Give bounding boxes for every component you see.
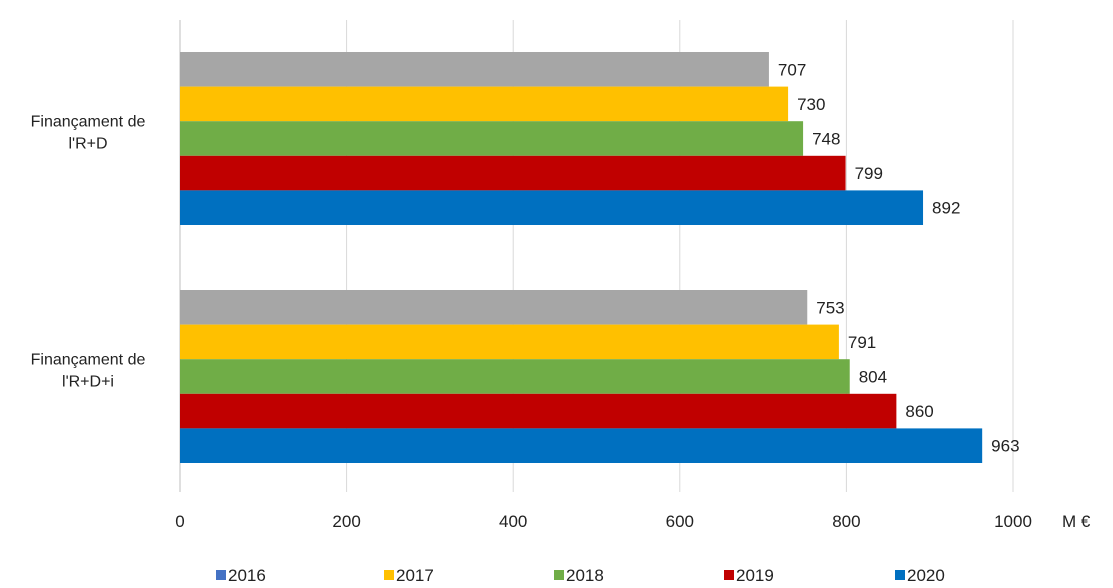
legend-item-2016: 2016 — [216, 566, 266, 585]
bars — [180, 52, 983, 463]
x-tick-label-600: 600 — [666, 512, 694, 531]
data-label-2018-cat2: 804 — [859, 368, 887, 387]
x-tick-label-0: 0 — [175, 512, 184, 531]
bar-2018-cat1 — [180, 121, 804, 156]
x-tick-label-200: 200 — [332, 512, 360, 531]
bar-2019-cat2 — [180, 393, 897, 429]
category-label-2: Finançament de l'R+D+i — [31, 352, 146, 391]
data-label-2016-cat2: 753 — [816, 298, 844, 317]
legend-item-2018: 2018 — [554, 566, 604, 585]
legend-label-2017: 2017 — [396, 566, 434, 585]
data-label-2018-cat1: 748 — [812, 130, 840, 149]
data-label-2016-cat1: 707 — [778, 60, 806, 79]
data-label-2020-cat2: 963 — [991, 437, 1019, 456]
legend-swatch-2020 — [895, 570, 905, 580]
bar-2020-cat1 — [180, 190, 924, 225]
legend-label-2019: 2019 — [736, 566, 774, 585]
bar-2019-cat1 — [180, 155, 846, 191]
bar-2017-cat2 — [180, 324, 839, 360]
x-axis-unit-label: M € — [1062, 512, 1091, 531]
bar-2020-cat2 — [180, 428, 983, 463]
legend: 2016 2017 2018 2019 2020 — [216, 566, 945, 585]
legend-label-2018: 2018 — [566, 566, 604, 585]
x-tick-label-1000: 1000 — [994, 512, 1032, 531]
legend-item-2020: 2020 — [895, 566, 945, 585]
x-tick-label-400: 400 — [499, 512, 527, 531]
data-label-2019-cat2: 860 — [905, 402, 933, 421]
legend-swatch-2018 — [554, 570, 564, 580]
category-label-1: Finançament de l'R+D — [31, 114, 146, 153]
category-labels: Finançament de l'R+D Finançament de l'R+D+i — [31, 114, 146, 391]
legend-swatch-2017 — [384, 570, 394, 580]
legend-item-2017: 2017 — [384, 566, 434, 585]
legend-swatch-2019 — [724, 570, 734, 580]
data-label-2019-cat1: 799 — [855, 164, 883, 183]
bar-2017-cat1 — [180, 86, 789, 122]
x-tick-label-800: 800 — [832, 512, 860, 531]
legend-label-2020: 2020 — [907, 566, 945, 585]
data-labels: 707 753 730 791 748 804 799 860 892 963 — [778, 60, 1020, 455]
data-label-2020-cat1: 892 — [932, 199, 960, 218]
bar-2016-cat2 — [180, 290, 808, 325]
x-axis-ticks: 0 200 400 600 800 1000 — [175, 512, 1032, 531]
data-label-2017-cat2: 791 — [848, 333, 876, 352]
legend-label-2016: 2016 — [228, 566, 266, 585]
bar-2018-cat2 — [180, 359, 850, 394]
data-label-2017-cat1: 730 — [797, 95, 825, 114]
legend-swatch-2016 — [216, 570, 226, 580]
bar-2016-cat1 — [180, 52, 769, 87]
legend-item-2019: 2019 — [724, 566, 774, 585]
